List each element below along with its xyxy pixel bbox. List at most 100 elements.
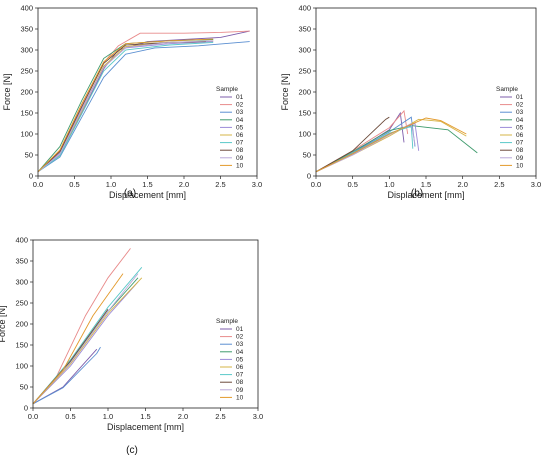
- series-line-05: [37, 41, 214, 173]
- chart-a: 0.0 0.5 1.0 1.5 2.0 2.5 3.00501001502002503003…: [2, 4, 262, 200]
- x-tick-label: 0.0: [311, 180, 321, 189]
- x-tick-label: 3.0: [253, 412, 263, 421]
- series-line-06: [37, 40, 214, 173]
- y-tick-label: 250: [20, 67, 33, 76]
- legend-entry-08: 08: [516, 147, 524, 154]
- legend-entry-02: 02: [516, 102, 524, 109]
- x-tick-label: 1.0: [103, 412, 113, 421]
- y-tick-label: 50: [303, 151, 311, 160]
- legend-entry-01: 01: [236, 326, 244, 333]
- legend-entry-06: 06: [236, 364, 244, 371]
- y-tick-label: 200: [15, 320, 28, 329]
- x-tick-label: 2.0: [178, 412, 188, 421]
- x-axis-label: Displacement [mm]: [387, 190, 464, 200]
- x-axis-label: Displacement [mm]: [107, 422, 184, 432]
- y-tick-label: 150: [20, 109, 33, 118]
- legend-entry-01: 01: [236, 94, 244, 101]
- x-tick-label: 3.0: [252, 180, 262, 189]
- series-line-03: [32, 346, 101, 405]
- chart-c: 0.0 0.5 1.0 1.5 2.0 2.5 3.00501001502002503003…: [0, 236, 263, 456]
- x-tick-label: 1.5: [421, 180, 431, 189]
- x-tick-label: 2.0: [179, 180, 189, 189]
- series-line-09: [37, 40, 214, 173]
- legend-entry-03: 03: [236, 341, 244, 348]
- legend-entry-08: 08: [236, 147, 244, 154]
- legend-entry-04: 04: [516, 117, 524, 124]
- legend-entry-04: 04: [236, 349, 244, 356]
- legend-entry-05: 05: [236, 356, 244, 363]
- series-line-03: [37, 41, 250, 173]
- y-tick-label: 200: [298, 88, 311, 97]
- legend-entry-08: 08: [236, 379, 244, 386]
- chart-caption: (a): [124, 188, 136, 199]
- legend-entry-03: 03: [236, 109, 244, 116]
- x-axis-label: Displacement [mm]: [109, 190, 186, 200]
- y-tick-label: 0: [29, 172, 33, 181]
- legend-entry-09: 09: [516, 155, 524, 162]
- y-tick-label: 200: [20, 88, 33, 97]
- y-tick-label: 100: [15, 362, 28, 371]
- series-line-02: [32, 248, 131, 405]
- series-line-04: [315, 125, 478, 173]
- y-tick-label: 300: [20, 46, 33, 55]
- legend-entry-02: 02: [236, 102, 244, 109]
- chart-caption: (b): [411, 188, 423, 199]
- series-line-02: [315, 109, 409, 173]
- legend-entry-09: 09: [236, 387, 244, 394]
- x-tick-label: 0.5: [347, 180, 357, 189]
- series-line-01: [37, 30, 250, 173]
- chart-caption: (c): [126, 445, 138, 456]
- chart-b: 0.0 0.5 1.0 1.5 2.0 2.5 3.00501001502002503003…: [280, 4, 541, 200]
- y-tick-label: 250: [298, 67, 311, 76]
- x-tick-label: 0.5: [65, 412, 75, 421]
- legend-entry-02: 02: [236, 334, 244, 341]
- legend-title: Sample: [216, 86, 238, 93]
- legend-title: Sample: [496, 86, 518, 93]
- series-line-10: [37, 38, 214, 173]
- y-tick-label: 350: [20, 25, 33, 34]
- y-tick-label: 0: [24, 404, 28, 413]
- legend-entry-06: 06: [516, 132, 524, 139]
- legend-entry-03: 03: [516, 109, 524, 116]
- y-tick-label: 0: [307, 172, 311, 181]
- legend-entry-01: 01: [516, 94, 524, 101]
- y-tick-label: 250: [15, 299, 28, 308]
- series-line-07: [32, 267, 143, 405]
- y-tick-label: 150: [15, 341, 28, 350]
- x-tick-label: 0.0: [33, 180, 43, 189]
- y-tick-label: 100: [298, 130, 311, 139]
- y-tick-label: 150: [298, 109, 311, 118]
- series-line-01: [315, 111, 405, 173]
- legend-entry-06: 06: [236, 132, 244, 139]
- legend-entry-09: 09: [236, 155, 244, 162]
- y-axis-label: Force [N]: [0, 305, 7, 342]
- series-line-10: [315, 117, 467, 173]
- legend-entry-07: 07: [236, 140, 244, 147]
- y-tick-label: 400: [15, 236, 28, 245]
- x-tick-label: 2.5: [215, 412, 225, 421]
- legend-entry-10: 10: [516, 162, 524, 169]
- x-tick-label: 1.5: [142, 180, 152, 189]
- series-line-08: [315, 116, 390, 173]
- legend-entry-04: 04: [236, 117, 244, 124]
- series-line-10: [32, 273, 124, 405]
- series-line-05: [32, 281, 139, 405]
- series-line-02: [37, 30, 250, 173]
- legend-entry-07: 07: [516, 140, 524, 147]
- legend-entry-07: 07: [236, 372, 244, 379]
- x-tick-label: 1.5: [140, 412, 150, 421]
- y-tick-label: 300: [298, 46, 311, 55]
- x-tick-label: 2.0: [457, 180, 467, 189]
- legend-entry-10: 10: [236, 394, 244, 401]
- y-tick-label: 400: [298, 4, 311, 13]
- x-tick-label: 1.0: [106, 180, 116, 189]
- x-tick-label: 1.0: [384, 180, 394, 189]
- legend-title: Sample: [216, 318, 238, 325]
- y-tick-label: 300: [15, 278, 28, 287]
- y-axis-label: Force [N]: [2, 73, 12, 110]
- y-tick-label: 50: [20, 383, 28, 392]
- series-line-08: [37, 41, 206, 173]
- y-tick-label: 350: [15, 257, 28, 266]
- y-tick-label: 50: [25, 151, 33, 160]
